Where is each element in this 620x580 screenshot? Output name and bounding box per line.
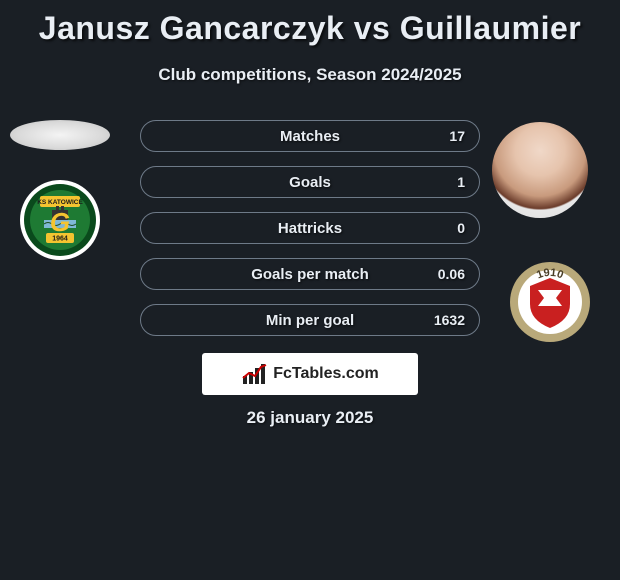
svg-text:G: G [50, 207, 70, 237]
subtitle: Club competitions, Season 2024/2025 [0, 65, 620, 85]
attribution: FcTables.com [202, 353, 418, 395]
stat-label: Matches [280, 128, 340, 145]
stat-value-right: 1632 [434, 312, 465, 328]
stats-table: Matches 17 Goals 1 Hattricks 0 Goals per… [140, 120, 480, 350]
date: 26 january 2025 [0, 408, 620, 428]
stat-value-right: 17 [449, 128, 465, 144]
stat-label: Goals [289, 174, 331, 191]
stat-label: Goals per match [251, 266, 369, 283]
stat-value-right: 0.06 [438, 266, 465, 282]
attribution-text: FcTables.com [273, 365, 379, 383]
stat-row: Hattricks 0 [140, 212, 480, 244]
chart-icon [241, 364, 267, 384]
club-badge-right: 1910 [508, 260, 592, 344]
stat-row: Min per goal 1632 [140, 304, 480, 336]
stat-label: Min per goal [266, 312, 354, 329]
stat-row: Goals per match 0.06 [140, 258, 480, 290]
player-right-avatar [492, 122, 588, 218]
stat-label: Hattricks [278, 220, 342, 237]
club-badge-left: KS KATOWICE 1964 G [20, 180, 100, 260]
stat-row: Goals 1 [140, 166, 480, 198]
stat-row: Matches 17 [140, 120, 480, 152]
stat-value-right: 0 [457, 220, 465, 236]
page-title: Janusz Gancarczyk vs Guillaumier [0, 0, 620, 47]
player-left-avatar [10, 120, 110, 150]
svg-text:KS KATOWICE: KS KATOWICE [37, 199, 83, 206]
stat-value-right: 1 [457, 174, 465, 190]
